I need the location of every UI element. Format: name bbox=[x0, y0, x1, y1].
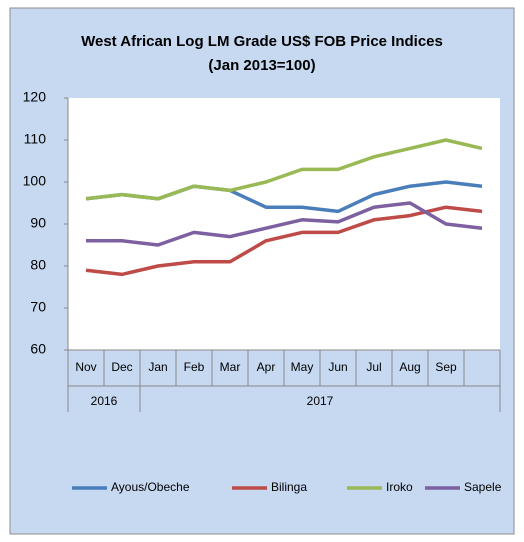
x-group-label: 2017 bbox=[307, 394, 334, 408]
x-tick-label: Feb bbox=[184, 360, 205, 374]
y-tick-label: 100 bbox=[23, 173, 47, 189]
legend-label: Ayous/Obeche bbox=[111, 480, 190, 494]
x-tick-label: Mar bbox=[220, 360, 241, 374]
legend-label: Sapele bbox=[464, 480, 502, 494]
x-tick-label: Dec bbox=[111, 360, 132, 374]
y-tick-label: 90 bbox=[30, 215, 46, 231]
x-tick-label: Nov bbox=[75, 360, 96, 374]
x-tick-label: Jun bbox=[328, 360, 347, 374]
legend-label: Bilinga bbox=[271, 480, 307, 494]
legend-label: Iroko bbox=[386, 480, 413, 494]
series-line bbox=[85, 138, 483, 201]
series-line bbox=[85, 205, 483, 277]
chart-subtitle: (Jan 2013=100) bbox=[208, 57, 315, 74]
series-line bbox=[86, 201, 483, 247]
x-tick-label: Apr bbox=[257, 360, 276, 374]
x-tick-label: Sep bbox=[435, 360, 457, 374]
x-tick-label: May bbox=[291, 360, 314, 374]
y-tick-label: 110 bbox=[24, 131, 47, 147]
y-tick-label: 60 bbox=[30, 341, 46, 357]
x-group-label: 2016 bbox=[91, 394, 118, 408]
chart-title: West African Log LM Grade US$ FOB Price … bbox=[81, 33, 443, 50]
y-tick-label: 70 bbox=[30, 299, 46, 315]
x-tick-label: Jan bbox=[148, 360, 167, 374]
y-tick-label: 80 bbox=[30, 257, 46, 273]
x-tick-label: Aug bbox=[399, 360, 420, 374]
x-tick-label: Jul bbox=[366, 360, 381, 374]
y-tick-label: 120 bbox=[23, 89, 47, 105]
